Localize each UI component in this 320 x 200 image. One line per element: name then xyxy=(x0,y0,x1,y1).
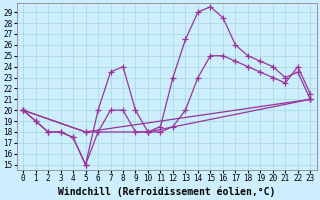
X-axis label: Windchill (Refroidissement éolien,°C): Windchill (Refroidissement éolien,°C) xyxy=(58,186,276,197)
